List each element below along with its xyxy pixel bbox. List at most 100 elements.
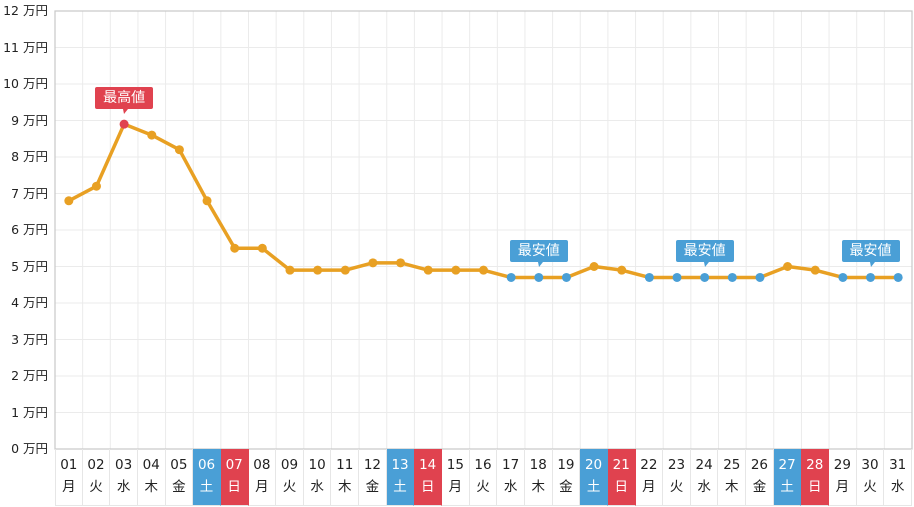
date-number: 21 bbox=[612, 457, 630, 473]
min-point[interactable] bbox=[893, 272, 903, 282]
weekday-label: 日 bbox=[227, 479, 241, 495]
date-cell[interactable]: 06 土 bbox=[193, 449, 221, 506]
min-point[interactable] bbox=[866, 272, 876, 282]
data-point[interactable] bbox=[479, 265, 488, 275]
data-point[interactable] bbox=[313, 265, 323, 275]
data-point[interactable] bbox=[147, 130, 157, 140]
data-point[interactable] bbox=[174, 145, 184, 155]
date-cell[interactable]: 20 土 bbox=[580, 449, 608, 506]
date-cell[interactable]: 15 月 bbox=[442, 449, 470, 506]
date-cell[interactable]: 29 月 bbox=[829, 449, 857, 506]
date-cell[interactable]: 11 木 bbox=[331, 449, 360, 506]
data-point[interactable] bbox=[340, 265, 350, 275]
weekday-label: 水 bbox=[503, 479, 518, 495]
data-point[interactable] bbox=[423, 265, 433, 275]
date-cell[interactable]: 30 火 bbox=[856, 449, 885, 506]
min-point[interactable] bbox=[506, 272, 516, 282]
min-point[interactable] bbox=[755, 272, 765, 282]
data-point[interactable] bbox=[64, 196, 74, 206]
date-number: 04 bbox=[142, 457, 160, 473]
date-cell[interactable]: 27 土 bbox=[773, 449, 802, 506]
date-number: 17 bbox=[502, 457, 520, 473]
weekday-label: 水 bbox=[310, 479, 324, 495]
min-point[interactable] bbox=[534, 272, 544, 282]
data-point[interactable] bbox=[617, 265, 627, 275]
min-point[interactable] bbox=[561, 272, 571, 282]
date-cell[interactable]: 10 水 bbox=[303, 449, 332, 506]
min-point[interactable] bbox=[727, 272, 737, 282]
date-number: 12 bbox=[363, 457, 381, 473]
date-number: 16 bbox=[474, 457, 492, 473]
data-point[interactable] bbox=[368, 258, 378, 268]
data-point[interactable] bbox=[91, 181, 101, 191]
min-point[interactable] bbox=[700, 272, 710, 282]
weekday-label: 木 bbox=[338, 479, 352, 495]
y-tick-label: 4 万円 bbox=[11, 295, 48, 310]
date-number: 14 bbox=[419, 457, 437, 473]
y-tick-label: 3 万円 bbox=[11, 331, 48, 347]
date-cell[interactable]: 18 木 bbox=[524, 449, 553, 506]
plot-border bbox=[54, 10, 913, 450]
date-cell[interactable]: 02 火 bbox=[82, 449, 111, 506]
weekday-label: 月 bbox=[255, 479, 269, 495]
date-cell[interactable]: 03 水 bbox=[110, 449, 138, 506]
weekday-label: 火 bbox=[89, 479, 103, 495]
weekday-label: 日 bbox=[420, 479, 435, 495]
date-number: 28 bbox=[806, 457, 824, 473]
chart-grid bbox=[55, 11, 912, 449]
date-cell[interactable]: 22 月 bbox=[635, 449, 664, 506]
weekday-label: 金 bbox=[365, 479, 380, 495]
data-point[interactable] bbox=[230, 243, 240, 253]
data-point[interactable] bbox=[202, 196, 212, 206]
min-price-badge: 最安値 bbox=[841, 240, 900, 268]
date-number: 05 bbox=[170, 457, 188, 473]
data-point[interactable] bbox=[285, 265, 295, 275]
date-cell[interactable]: 09 火 bbox=[276, 449, 304, 506]
date-cell[interactable]: 04 木 bbox=[137, 449, 166, 506]
data-point[interactable] bbox=[451, 265, 461, 275]
date-cell[interactable]: 16 火 bbox=[469, 449, 498, 506]
date-cell[interactable]: 12 金 bbox=[359, 449, 387, 506]
y-tick-label: 10 万円 bbox=[3, 76, 48, 91]
weekday-label: 水 bbox=[116, 479, 131, 495]
weekday-label: 月 bbox=[642, 479, 656, 495]
date-cell[interactable]: 28 日 bbox=[801, 449, 830, 506]
weekday-label: 水 bbox=[697, 479, 711, 495]
weekday-label: 火 bbox=[863, 479, 877, 495]
weekday-label: 月 bbox=[62, 479, 76, 495]
weekday-label: 月 bbox=[835, 479, 850, 495]
date-cell[interactable]: 01 月 bbox=[55, 449, 83, 506]
date-cell[interactable]: 13 土 bbox=[386, 449, 415, 506]
min-price-badge: 最安値 bbox=[675, 240, 734, 268]
date-number: 13 bbox=[391, 457, 409, 473]
min-point[interactable] bbox=[672, 272, 682, 282]
max-point[interactable] bbox=[119, 119, 129, 129]
data-point[interactable] bbox=[783, 262, 793, 271]
min-point[interactable] bbox=[644, 272, 654, 282]
weekday-label: 木 bbox=[144, 479, 158, 495]
weekday-label: 火 bbox=[282, 479, 297, 495]
date-cell[interactable]: 14 日 bbox=[414, 449, 443, 506]
weekday-label: 土 bbox=[393, 479, 407, 495]
date-cell[interactable]: 23 火 bbox=[663, 449, 691, 506]
date-cell[interactable]: 17 水 bbox=[497, 449, 525, 506]
date-cell[interactable]: 26 金 bbox=[746, 449, 774, 506]
date-cell[interactable]: 05 金 bbox=[165, 449, 194, 506]
date-cell[interactable]: 08 月 bbox=[248, 449, 277, 506]
data-point[interactable] bbox=[589, 262, 599, 271]
min-point[interactable] bbox=[838, 272, 848, 282]
data-point[interactable] bbox=[396, 258, 406, 268]
date-cell[interactable]: 25 木 bbox=[718, 449, 747, 506]
date-cell[interactable]: 19 金 bbox=[552, 449, 581, 506]
date-cell[interactable]: 31 水 bbox=[884, 449, 912, 506]
date-number: 20 bbox=[584, 457, 603, 473]
date-number: 22 bbox=[640, 457, 658, 473]
date-number: 03 bbox=[115, 457, 133, 473]
date-cell[interactable]: 21 日 bbox=[607, 449, 636, 506]
data-point[interactable] bbox=[810, 265, 820, 275]
date-cell[interactable]: 24 水 bbox=[690, 449, 719, 506]
data-point[interactable] bbox=[257, 243, 267, 253]
date-cell[interactable]: 07 日 bbox=[220, 449, 249, 506]
y-tick-label: 2 万円 bbox=[11, 368, 48, 383]
date-number: 23 bbox=[667, 457, 686, 473]
